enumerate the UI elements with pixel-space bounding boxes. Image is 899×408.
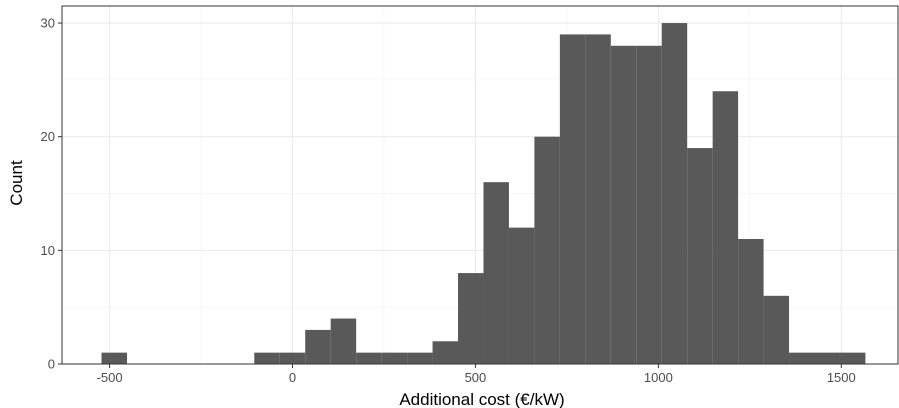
histogram-bar xyxy=(305,329,331,364)
y-axis-title: Count xyxy=(7,160,26,206)
histogram-bar xyxy=(432,341,459,364)
histogram-bar xyxy=(254,352,280,364)
histogram-bar xyxy=(508,227,535,364)
histogram-bar xyxy=(101,352,127,364)
x-tick-label: 1000 xyxy=(644,370,673,385)
histogram-bar xyxy=(559,34,586,365)
histogram-bar xyxy=(687,148,713,364)
histogram-bar xyxy=(356,352,382,364)
x-axis-title: Additional cost (€/kW) xyxy=(399,390,564,408)
histogram-bar xyxy=(381,352,408,364)
y-tick-label: 10 xyxy=(41,243,55,258)
y-tick-label: 20 xyxy=(41,129,55,144)
x-tick-label: 500 xyxy=(465,370,487,385)
histogram-bar xyxy=(458,273,484,364)
y-tick-label: 0 xyxy=(48,357,55,372)
histogram-bar xyxy=(738,238,764,364)
x-tick-label: 0 xyxy=(289,370,296,385)
histogram-bar xyxy=(839,352,866,364)
histogram-bar xyxy=(330,318,357,364)
x-axis: -500 0 500 1000 1500 xyxy=(97,364,856,385)
histogram-bar xyxy=(636,45,662,365)
histogram-bar xyxy=(585,34,611,365)
y-axis: 0 10 20 30 xyxy=(41,16,62,372)
histogram-bar xyxy=(534,136,560,364)
histogram-bar xyxy=(483,182,509,364)
histogram-bar xyxy=(610,45,637,365)
x-tick-label: 1500 xyxy=(827,370,856,385)
histogram-bar xyxy=(279,352,306,364)
y-tick-label: 30 xyxy=(41,16,55,31)
histogram-bar xyxy=(814,352,840,364)
x-tick-label: -500 xyxy=(97,370,123,385)
histogram-bar xyxy=(712,91,739,364)
histogram-bar xyxy=(407,352,433,364)
panel-border xyxy=(61,5,899,365)
histogram-bars xyxy=(101,23,866,365)
histogram-bar xyxy=(763,295,790,364)
histogram-bar xyxy=(661,23,688,365)
histogram-bar xyxy=(789,352,815,364)
